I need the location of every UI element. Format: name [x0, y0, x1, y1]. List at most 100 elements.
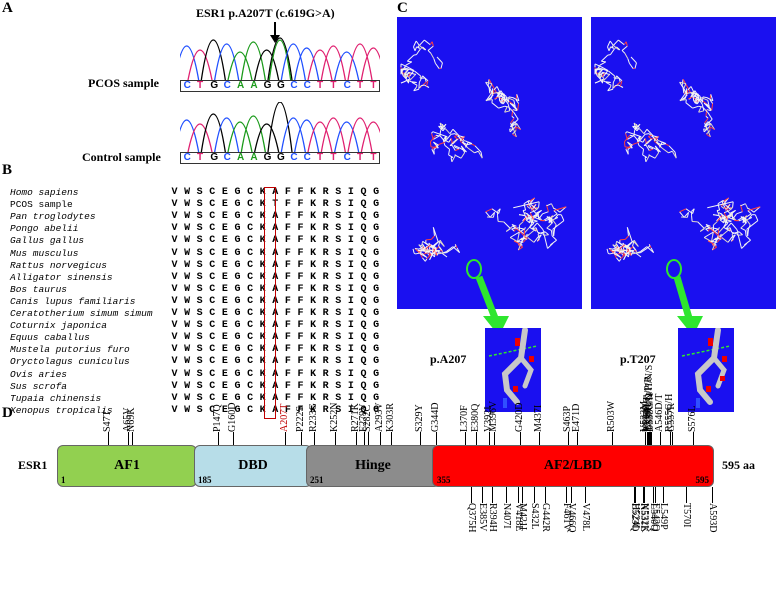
trace-peak: [307, 49, 333, 81]
residue: C: [209, 235, 216, 247]
backbone-stick: [691, 215, 693, 222]
residue: K: [310, 344, 317, 356]
residue: C: [247, 356, 254, 368]
backbone-stick: [516, 94, 520, 101]
backbone-stick: [428, 252, 432, 256]
backbone-stick: [710, 123, 716, 130]
mutation-tick: [489, 432, 491, 445]
backbone-stick: [438, 125, 444, 132]
residue: S: [196, 404, 203, 416]
backbone-stick: [406, 78, 411, 82]
backbone-stick: [491, 102, 499, 109]
backbone-stick: [614, 84, 619, 87]
base-call: C: [290, 80, 298, 91]
backbone-stick: [679, 81, 688, 94]
residue: G: [234, 320, 241, 332]
mutation-label: A593D: [706, 503, 718, 533]
backbone-stick: [404, 72, 411, 76]
residue: C: [209, 380, 216, 392]
residue: I: [347, 247, 354, 259]
residue: K: [259, 295, 266, 307]
backbone-stick: [406, 66, 415, 71]
residue: C: [247, 392, 254, 404]
residue: V: [171, 368, 178, 380]
residue: E: [221, 404, 228, 416]
mutation-label: M421I: [516, 503, 528, 531]
backbone-stick: [648, 136, 652, 140]
trace-peak: [240, 115, 266, 153]
base-call: G: [263, 152, 272, 163]
backbone-stick: [634, 62, 637, 69]
backbone-stick: [716, 210, 720, 216]
mutation-label: R503W: [606, 400, 618, 432]
residue: G: [373, 356, 380, 368]
backbone-stick: [624, 244, 631, 249]
residue: C: [247, 259, 254, 271]
backbone-stick: [518, 227, 525, 230]
backbone-stick: [744, 203, 749, 209]
residue: I: [347, 211, 354, 223]
backbone-stick: [422, 243, 427, 250]
backbone-stick: [651, 134, 656, 141]
residue: K: [310, 392, 317, 404]
backbone-stick: [655, 141, 661, 146]
residue: G: [234, 344, 241, 356]
mutation-tick: [367, 432, 369, 445]
residue: G: [234, 247, 241, 259]
residue: G: [234, 235, 241, 247]
residue: E: [221, 392, 228, 404]
residue: R: [322, 211, 329, 223]
mutation-tick: [653, 487, 655, 503]
backbone-stick: [544, 231, 549, 236]
mutation-tick: [132, 432, 134, 445]
length-label: 595 aa: [722, 458, 755, 472]
backbone-stick: [418, 244, 424, 248]
backbone-stick: [550, 203, 555, 209]
residue: K: [259, 235, 266, 247]
residue: G: [373, 199, 380, 211]
backbone-stick: [626, 241, 633, 247]
mutation-tick: [533, 487, 535, 503]
mutation-tick: [391, 432, 393, 445]
backbone-stick: [699, 95, 703, 103]
backbone-stick: [718, 212, 721, 214]
backbone-stick: [632, 246, 637, 252]
backbone-stick: [614, 46, 617, 50]
residue: K: [310, 320, 317, 332]
residue: C: [209, 283, 216, 295]
backbone-stick: [446, 246, 454, 252]
trace-peak: [180, 119, 200, 153]
trace-peak: [320, 45, 346, 81]
backbone-stick: [710, 228, 717, 234]
mutation-label: S329Y: [413, 404, 425, 432]
mutation-tick: [301, 432, 303, 445]
backbone-stick: [489, 83, 493, 89]
mutation-tick: [465, 432, 467, 445]
residue: I: [347, 356, 354, 368]
backbone-stick: [687, 86, 692, 91]
backbone-stick: [702, 100, 707, 105]
species-name: Rattus norvegicus: [10, 259, 107, 271]
residue: W: [184, 404, 191, 416]
residue: I: [347, 332, 354, 344]
backbone-stick: [402, 71, 407, 77]
backbone-stick: [440, 62, 443, 69]
backbone-stick: [460, 138, 465, 143]
backbone-stick: [433, 229, 435, 236]
residue: Q: [360, 283, 367, 295]
backbone-stick: [619, 238, 626, 241]
backbone-stick: [511, 224, 517, 230]
backbone-stick: [698, 106, 702, 113]
backbone-stick: [515, 126, 521, 131]
residue: K: [259, 199, 266, 211]
residue: E: [221, 187, 228, 198]
backbone-stick: [427, 253, 430, 256]
residue: S: [335, 320, 342, 332]
mutation-tick: [711, 487, 713, 503]
residue: K: [259, 283, 266, 295]
base-call: T: [197, 152, 204, 163]
residue: C: [247, 368, 254, 380]
backbone-stick: [500, 93, 504, 99]
backbone-stick: [624, 146, 631, 149]
backbone-stick: [527, 201, 532, 209]
